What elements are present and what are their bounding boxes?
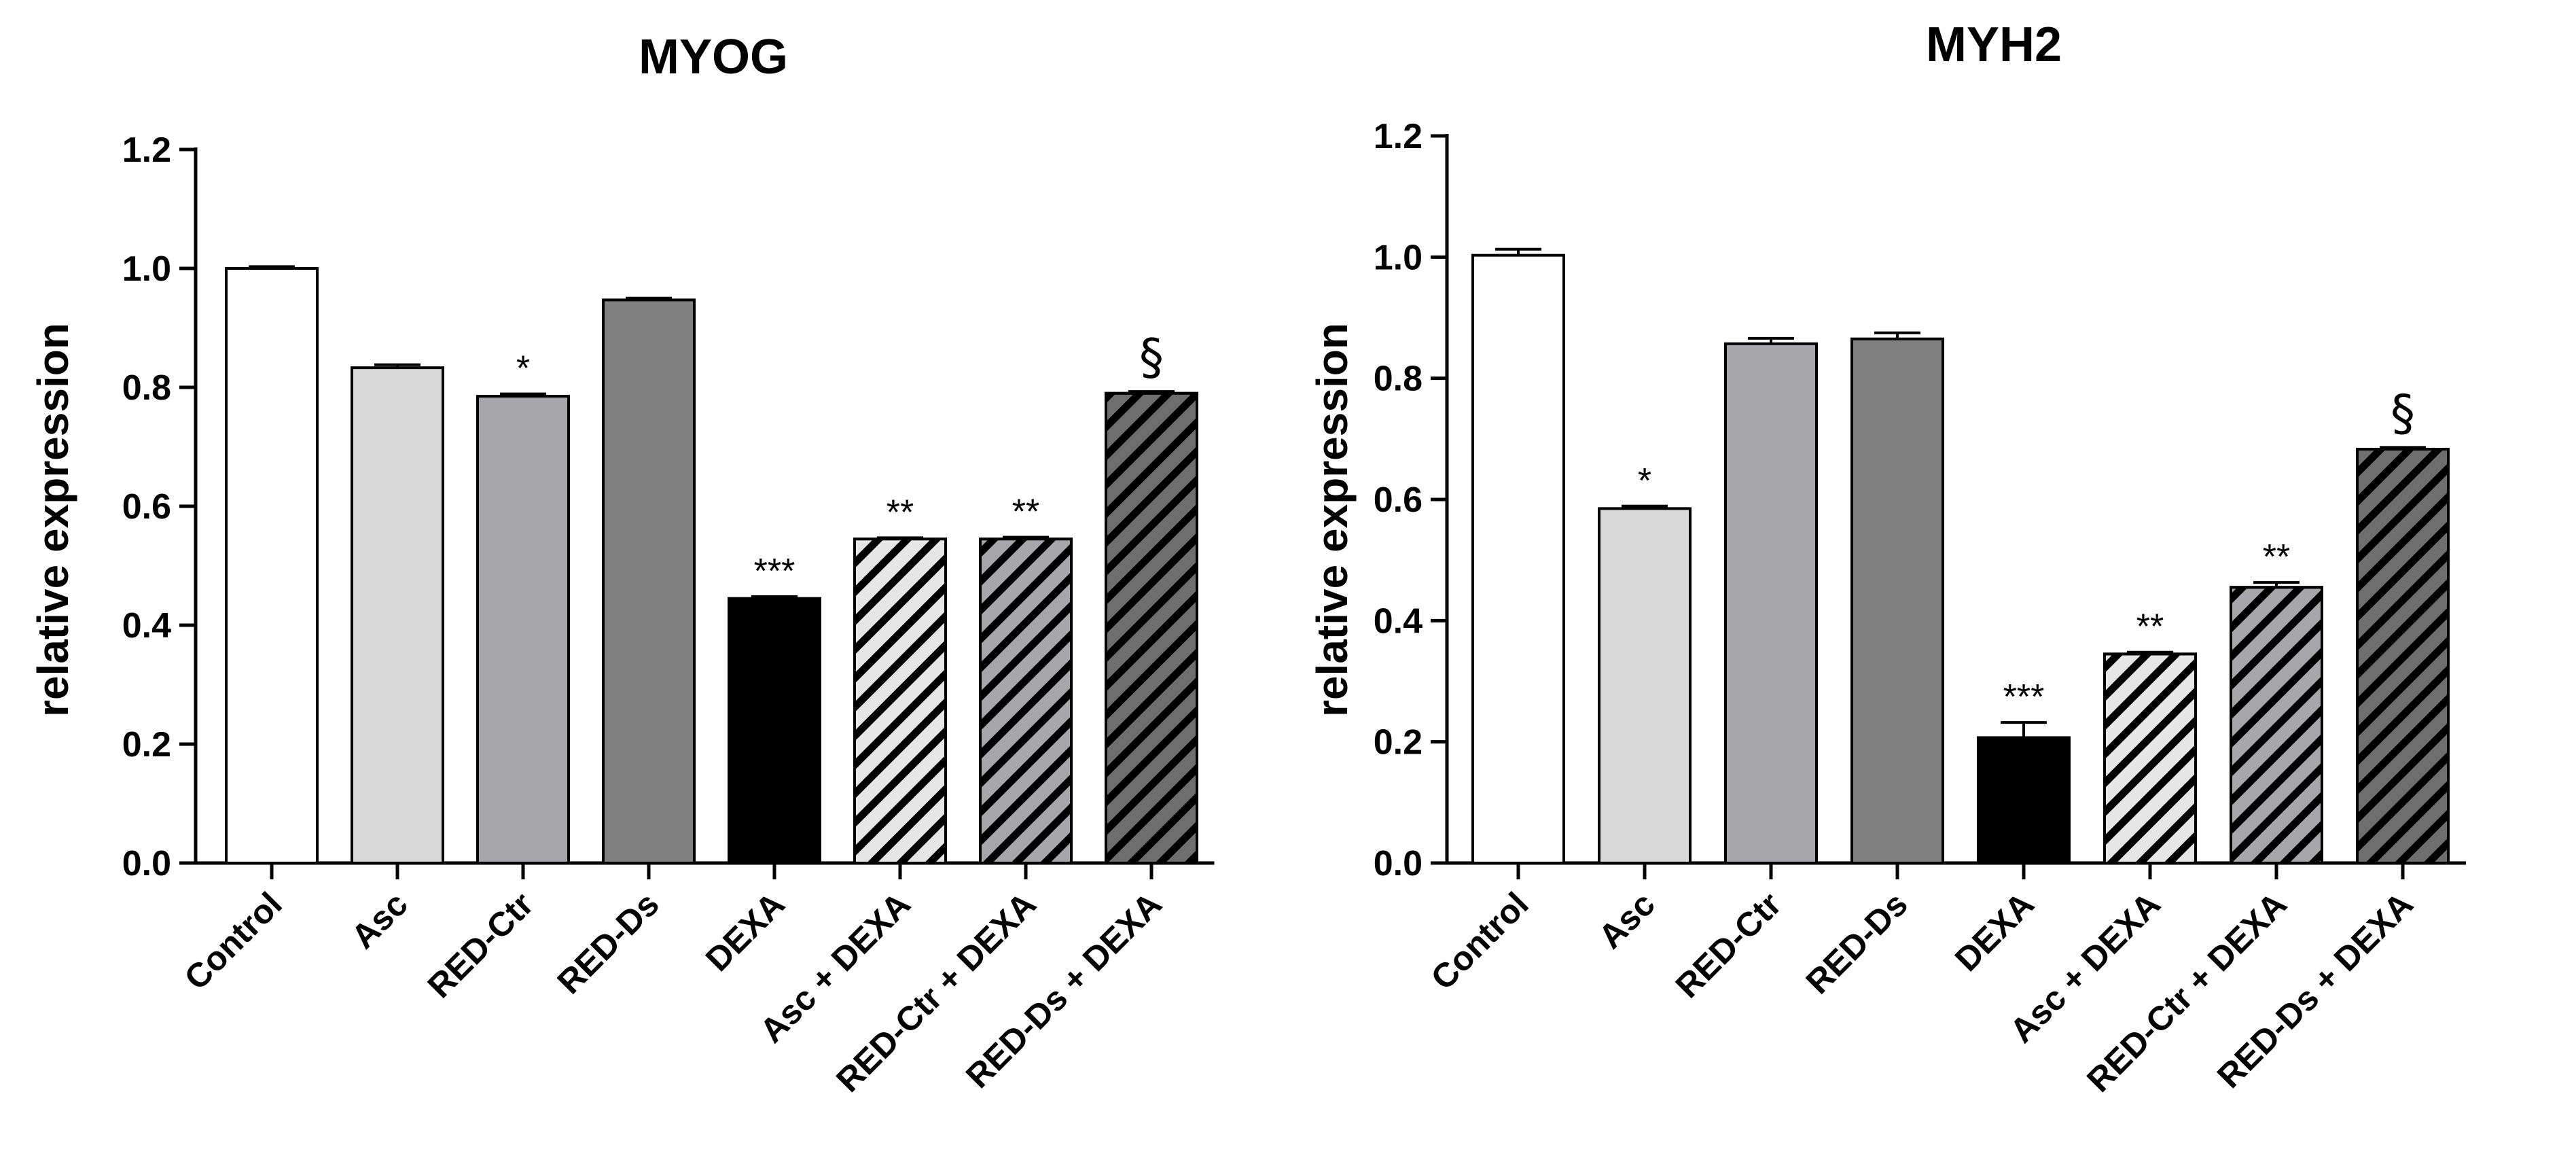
x-tick-label: RED-Ctr — [1668, 885, 1789, 1005]
y-tick-label: 0.4 — [1374, 601, 1423, 641]
bar-hatch — [1105, 391, 1198, 864]
myog-chart: MYOG relative expression 0.0 0.2 0.4 0.6 0.8… — [29, 30, 1215, 1100]
y-tick-label: 0.2 — [1374, 723, 1423, 762]
y-tick-label: 0.0 — [122, 844, 171, 883]
y-tick-label: 0.6 — [122, 487, 171, 527]
y-axis-label: relative expression — [29, 323, 77, 717]
bar — [351, 366, 444, 864]
x-tick-label: Asc — [344, 885, 414, 955]
y-tick-label: 1.0 — [122, 249, 171, 289]
x-tick-label: Control — [177, 885, 289, 997]
y-axis-label: relative expression — [1308, 323, 1357, 717]
bar-hatch — [853, 538, 947, 864]
significance-label: § — [1139, 328, 1164, 385]
y-tick-label: 1.2 — [1374, 117, 1423, 156]
x-tick-label: RED-Ds — [550, 885, 666, 1001]
significance-label: ** — [887, 493, 914, 532]
plot-area: 0.0 0.2 0.4 0.6 0.8 1.0 1.2 Control Asc * RED-Ctr R… — [122, 130, 1215, 1100]
chart-title: MYOG — [639, 30, 788, 84]
bar — [476, 395, 570, 864]
chart-title: MYH2 — [1926, 18, 2062, 72]
bar — [1471, 253, 1565, 864]
y-tick-label: 0.8 — [122, 368, 171, 408]
plot-area: 0.0 0.2 0.4 0.6 0.8 1.0 1.2 Control * Asc RED-Ctr R… — [1374, 117, 2466, 1100]
bar — [602, 298, 696, 864]
significance-label: *** — [754, 552, 795, 591]
bar — [225, 267, 319, 864]
bar — [728, 597, 821, 864]
y-tick-label: 0.8 — [1374, 359, 1423, 399]
y-tick-label: 0.6 — [1374, 480, 1423, 520]
x-tick-label: RED-Ds — [1799, 885, 1915, 1001]
significance-label: ** — [1012, 493, 1039, 532]
myh2-chart: MYH2 relative expression 0.0 0.2 0.4 0.6 0.8… — [1308, 18, 2466, 1100]
significance-label: § — [2391, 384, 2415, 441]
significance-label: * — [516, 349, 530, 389]
x-tick-label: Asc — [1591, 885, 1662, 955]
significance-label: * — [1638, 461, 1651, 501]
bar-hatch — [2356, 447, 2450, 864]
bar — [1598, 507, 1692, 864]
bar-hatch — [2230, 586, 2323, 865]
x-tick-label: DEXA — [1948, 885, 2041, 979]
y-tick-label: 0.0 — [1374, 844, 1423, 883]
y-tick-label: 0.4 — [122, 606, 171, 646]
x-tick-label: DEXA — [698, 885, 792, 979]
bar — [1977, 736, 2071, 865]
y-tick-label: 1.2 — [122, 130, 171, 170]
y-tick-label: 0.2 — [122, 725, 171, 764]
significance-label: ** — [2136, 608, 2164, 647]
significance-label: ** — [2263, 538, 2290, 577]
x-tick-label: Control — [1424, 885, 1536, 997]
bar — [1724, 342, 1818, 864]
x-tick-label: RED-Ctr — [421, 885, 541, 1005]
bar-hatch — [2103, 652, 2197, 864]
bar-hatch — [979, 538, 1073, 864]
significance-label: *** — [2003, 678, 2045, 717]
y-tick-label: 1.0 — [1374, 238, 1423, 277]
bar — [1850, 337, 1944, 865]
